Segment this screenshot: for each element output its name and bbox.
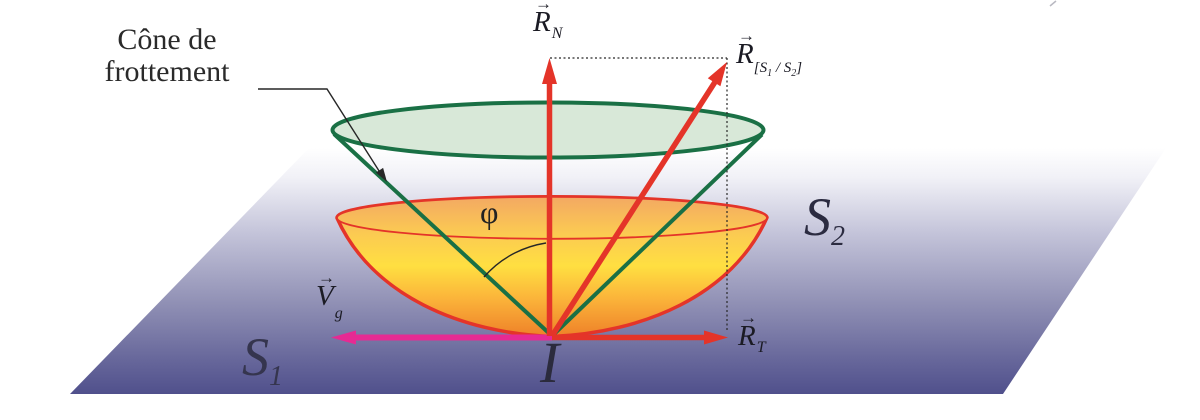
vector-arrow-glyph: → [318, 268, 335, 287]
cropped-text-fragment [1049, 0, 1057, 7]
resultant-reaction-symbol: R [736, 38, 754, 70]
normal-reaction-subscript: N [551, 25, 563, 42]
lower-solid-index: 1 [269, 361, 283, 392]
upper-solid-label: S2 [804, 190, 845, 251]
resultant-reaction-subscript: [S1 / S2] [753, 60, 803, 79]
bracket-close: ] [796, 60, 803, 76]
lower-solid-symbol: S [242, 327, 269, 387]
sliding-velocity-symbol: V [316, 280, 334, 312]
sub-s2: S [783, 60, 792, 76]
resultant-reaction-label: → R[S1 / S2] [736, 27, 803, 79]
annotation-line-2: frottement [104, 55, 230, 88]
annotation-leader-arrowhead [375, 167, 387, 182]
sliding-velocity-subscript: g [334, 305, 343, 322]
sliding-velocity-label: → Vg [316, 269, 343, 322]
phi-angle-label: φ [480, 194, 499, 230]
resultant-vector-shaft [549, 80, 718, 338]
phi-angle-arc [483, 242, 547, 278]
friction-cone-annotation: Cône de frottement [72, 24, 262, 88]
vector-arrow-glyph: → [535, 0, 552, 13]
resultant-vector-head [707, 62, 727, 87]
annotation-line-1: Cône de [117, 23, 217, 56]
normal-reaction-label: → RN [533, 0, 563, 42]
normal-reaction-symbol: R [533, 6, 551, 38]
tangential-vector-head [704, 330, 728, 345]
friction-cone-right-edge [550, 133, 764, 338]
vector-arrow-glyph: → [738, 26, 755, 45]
contact-point-label: I [540, 330, 560, 395]
normal-vector-head [542, 58, 557, 84]
sub-s1-index: 1 [767, 68, 773, 79]
upper-solid-symbol: S [804, 187, 831, 247]
sub-s1: S [759, 60, 768, 76]
vector-arrow-glyph: → [740, 308, 757, 327]
sub-separator: / [772, 60, 784, 76]
lower-solid-label: S1 [242, 330, 283, 391]
annotation-leader-line [258, 88, 382, 175]
upper-solid-index: 2 [831, 221, 845, 252]
sub-s2-index: 2 [791, 68, 797, 79]
tangential-reaction-symbol: R [738, 320, 756, 352]
tangential-reaction-label: → RT [738, 309, 766, 356]
tangential-reaction-subscript: T [756, 339, 766, 356]
bracket-open: [ [753, 60, 760, 76]
velocity-vector-head [331, 330, 356, 345]
friction-cone-left-edge [332, 132, 554, 338]
